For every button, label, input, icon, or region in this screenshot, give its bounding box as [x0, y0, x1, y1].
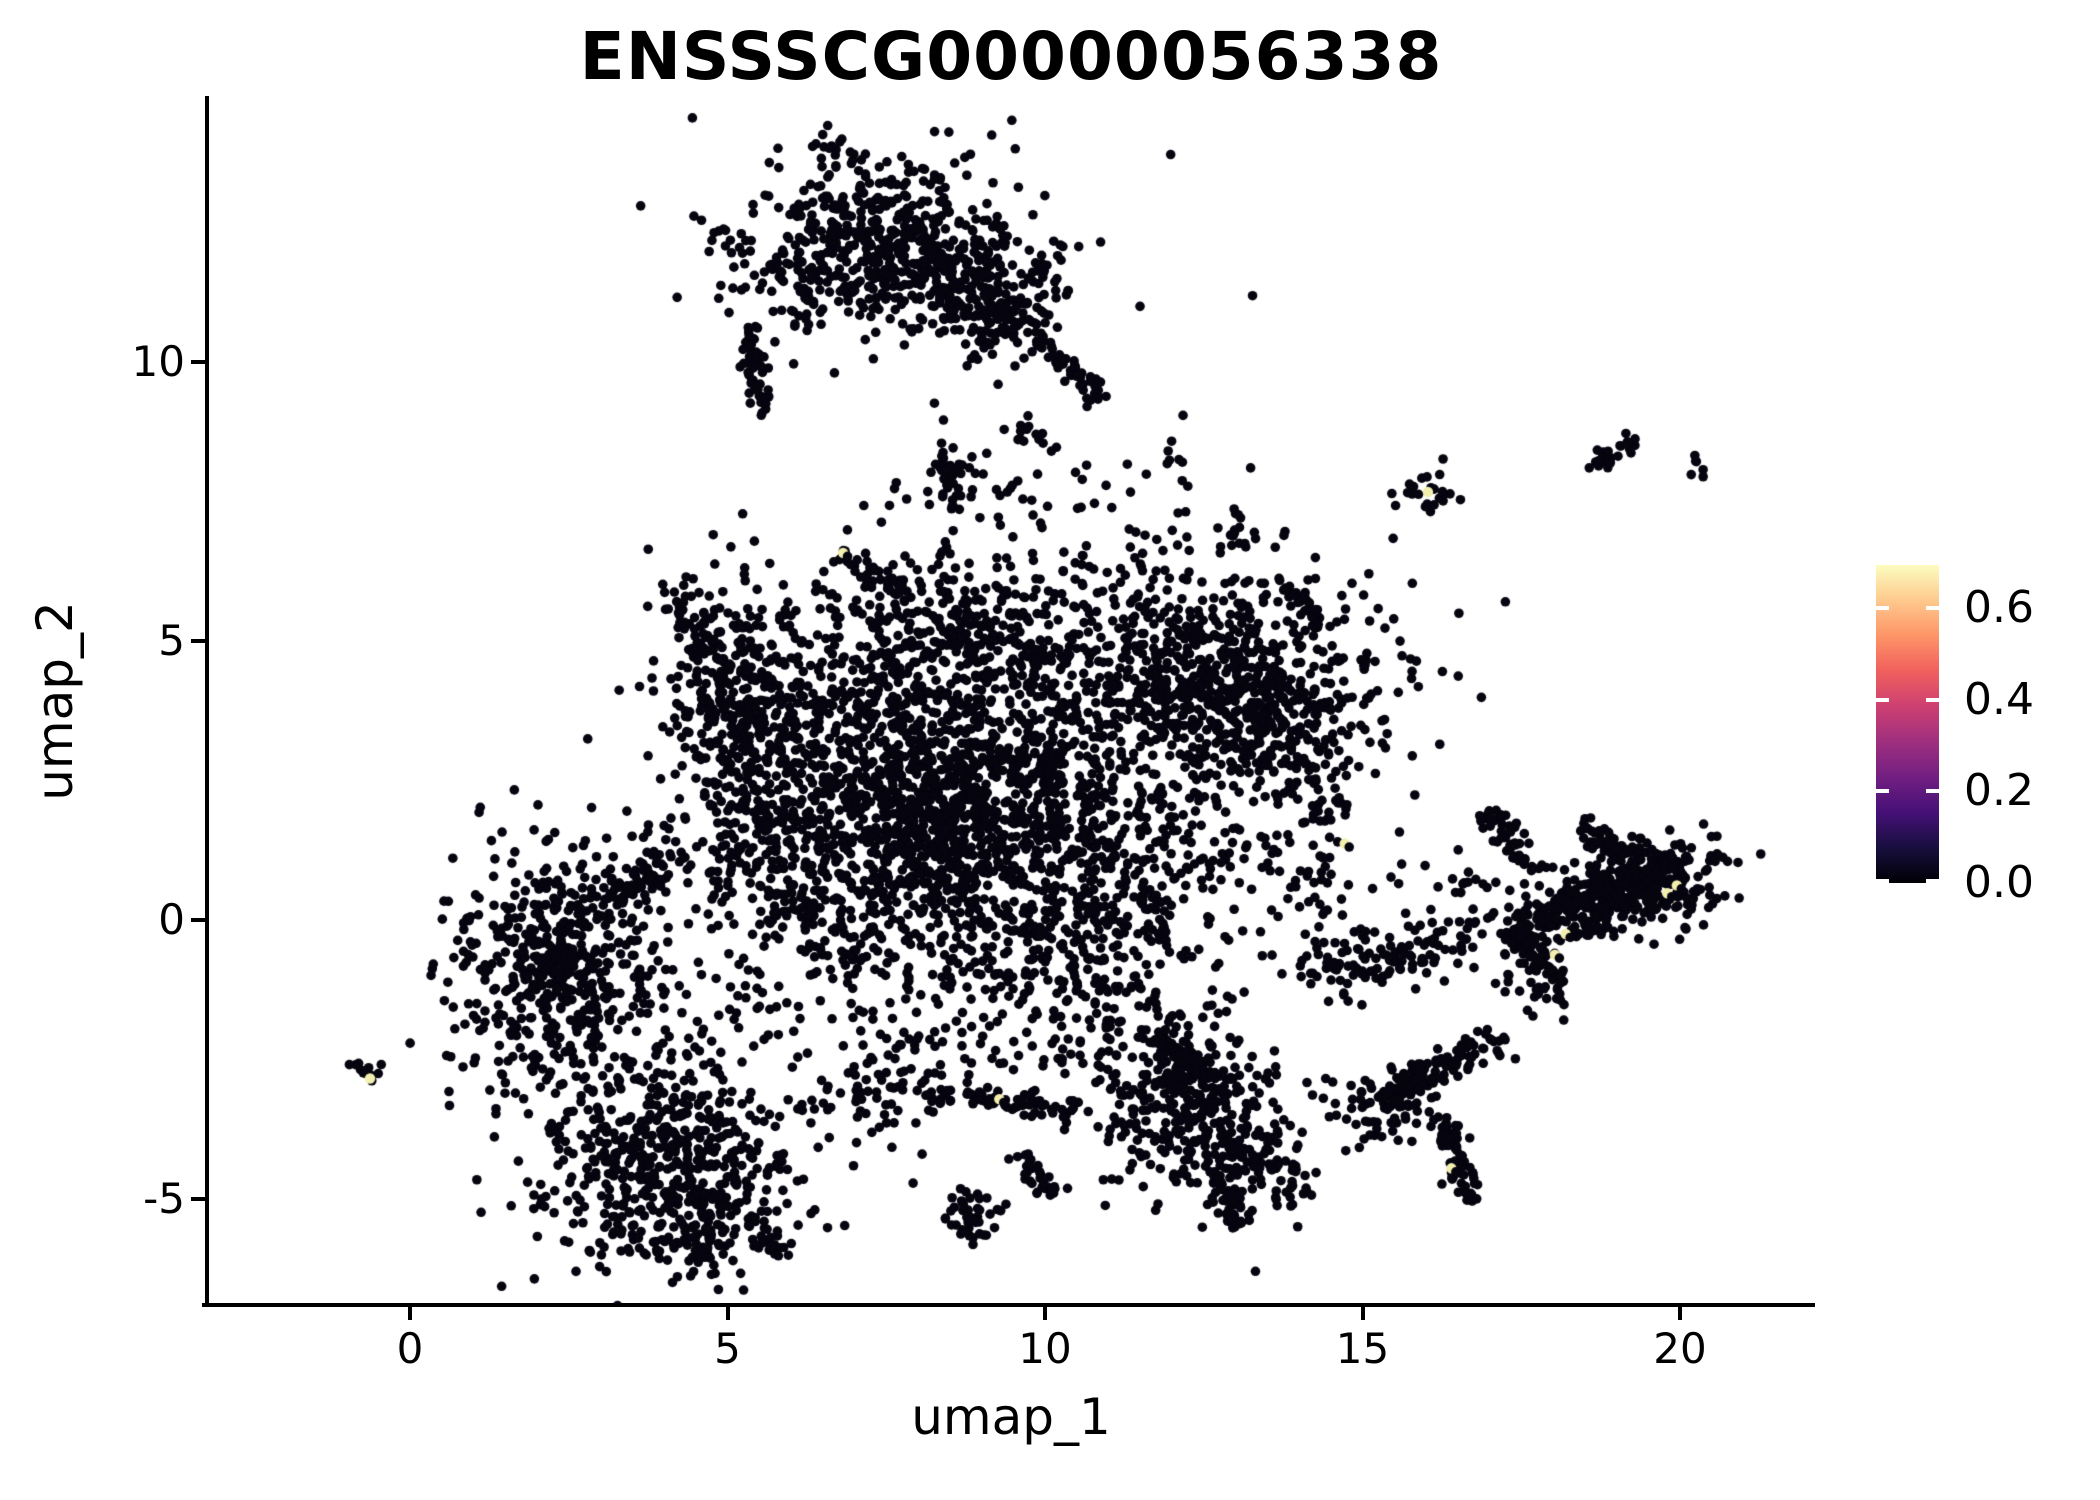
- x-tick-label: 10: [1018, 1324, 1072, 1373]
- y-tick: [191, 360, 205, 364]
- x-tick: [725, 1307, 730, 1320]
- colorbar-tick: [1876, 606, 1889, 611]
- colorbar-tick: [1876, 879, 1889, 883]
- x-axis-line: [202, 1303, 1815, 1307]
- x-tick-label: 5: [714, 1324, 741, 1373]
- colorbar-gradient: [1876, 565, 1939, 883]
- umap-scatter-canvas: [208, 96, 1814, 1304]
- x-tick-label: 20: [1653, 1324, 1707, 1373]
- y-tick-label: 0: [158, 895, 185, 944]
- x-tick-label: 0: [396, 1324, 424, 1373]
- colorbar-tick: [1926, 879, 1939, 883]
- colorbar-tick: [1926, 606, 1939, 611]
- colorbar-tick: [1926, 789, 1939, 794]
- x-tick: [1043, 1307, 1047, 1320]
- plot-title: ENSSSCG00000056338: [579, 18, 1443, 95]
- y-tick: [191, 1197, 205, 1201]
- y-tick-label: 5: [158, 616, 185, 665]
- x-tick-label: 15: [1335, 1324, 1390, 1373]
- colorbar-tick-label: 0.0: [1964, 857, 2034, 908]
- x-tick: [1678, 1307, 1682, 1320]
- colorbar-tick: [1876, 697, 1889, 702]
- colorbar-tick-label: 0.4: [1964, 673, 2034, 725]
- x-axis-title: umap_1: [911, 1388, 1111, 1446]
- colorbar-tick-label: 0.6: [1964, 582, 2034, 634]
- y-tick: [191, 918, 205, 922]
- y-tick-label: -5: [143, 1174, 185, 1223]
- y-tick-label: 10: [131, 337, 185, 386]
- x-tick: [1360, 1307, 1365, 1320]
- colorbar-tick: [1876, 789, 1889, 794]
- colorbar-tick: [1926, 697, 1939, 702]
- x-tick: [408, 1307, 412, 1320]
- colorbar-tick-label: 0.2: [1964, 765, 2034, 817]
- y-tick: [191, 639, 205, 643]
- y-axis-line: [205, 96, 209, 1307]
